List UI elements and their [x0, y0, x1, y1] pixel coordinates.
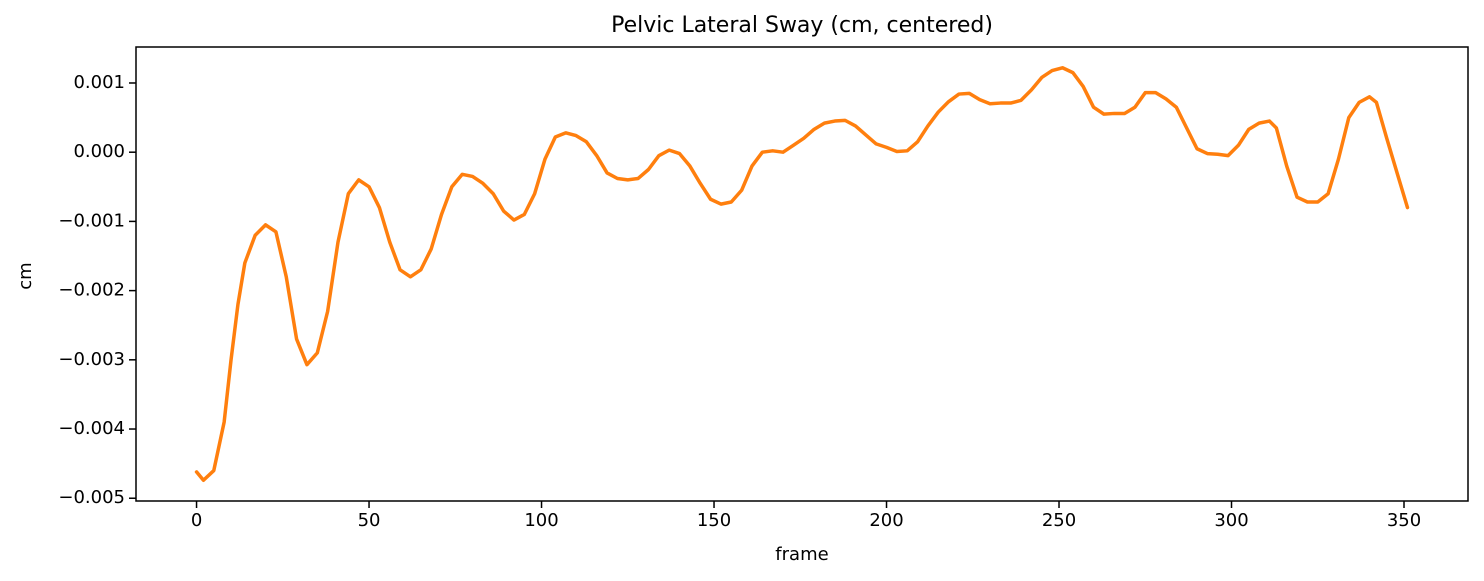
x-tick-label: 100 — [524, 510, 558, 531]
y-tick-label: −0.002 — [58, 280, 125, 301]
plot-frame — [135, 46, 1469, 502]
x-tick-label: 0 — [191, 510, 202, 531]
x-tick-label: 350 — [1387, 510, 1421, 531]
x-tick-label: 250 — [1042, 510, 1076, 531]
y-tick-label: −0.005 — [58, 487, 125, 508]
x-axis-label: frame — [775, 544, 828, 565]
x-tick-label: 200 — [869, 510, 903, 531]
y-tick-label: −0.001 — [58, 210, 125, 231]
y-tick-label: 0.001 — [73, 72, 125, 93]
line-series — [194, 66, 1410, 482]
x-tick-label: 300 — [1214, 510, 1248, 531]
y-tick-label: −0.004 — [58, 418, 125, 439]
y-tick-label: 0.000 — [73, 141, 125, 162]
x-tick-label: 50 — [358, 510, 381, 531]
y-tick-label: −0.003 — [58, 349, 125, 370]
y-axis-label: cm — [15, 262, 36, 289]
x-tick-label: 150 — [697, 510, 731, 531]
chart-title: Pelvic Lateral Sway (cm, centered) — [611, 13, 993, 38]
